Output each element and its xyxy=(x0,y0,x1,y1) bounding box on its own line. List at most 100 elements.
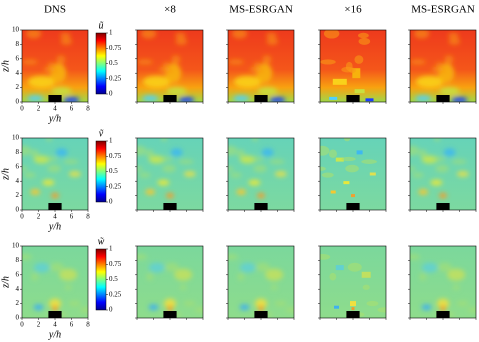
field-cell xyxy=(361,271,371,278)
x-tick-label: 6 xyxy=(70,105,74,113)
column-title: ×8 xyxy=(164,4,176,16)
field-structure xyxy=(415,95,432,102)
field-structure xyxy=(63,96,80,102)
colorbar-tick-label: 0.25 xyxy=(109,182,122,190)
field-structure xyxy=(439,192,447,199)
field-structure xyxy=(160,138,168,142)
z-axis-label: z/h xyxy=(0,276,11,289)
field-structure xyxy=(431,156,446,162)
field-structure xyxy=(51,192,59,199)
z-tick-label: 6 xyxy=(16,162,20,170)
colorbar-tick-label: 1 xyxy=(109,137,113,145)
field-structure xyxy=(320,166,326,171)
field-panel xyxy=(22,246,88,318)
z-tick-label: 6 xyxy=(16,270,20,278)
field-structure xyxy=(45,138,53,142)
field-structure xyxy=(274,171,287,177)
field-structure xyxy=(59,268,78,281)
field-structure xyxy=(56,55,66,64)
colorbar xyxy=(95,140,107,203)
field-structure xyxy=(162,164,176,173)
colorbar-title: ũ xyxy=(99,20,104,31)
field-structure xyxy=(328,149,337,158)
field-structure xyxy=(265,268,284,281)
field-cell xyxy=(369,172,376,176)
field-structure xyxy=(43,66,57,73)
field-panel xyxy=(320,138,386,210)
field-structure xyxy=(148,304,159,311)
colorbar-tick-label: 0.75 xyxy=(109,260,122,268)
field-structures xyxy=(320,30,374,102)
field-structure xyxy=(33,304,44,311)
field-structure xyxy=(443,148,456,157)
field-structure xyxy=(419,272,427,281)
field-structure xyxy=(178,96,195,102)
colorbar-tick-label: 0.25 xyxy=(109,290,122,298)
x-tick-label: 0 xyxy=(20,105,24,113)
field-structure xyxy=(31,272,39,281)
field-structure xyxy=(329,272,337,281)
x-tick-label: 8 xyxy=(86,105,90,113)
field-structure xyxy=(415,75,444,88)
z-tick-label: 8 xyxy=(16,40,20,48)
z-tick-label: 6 xyxy=(16,54,20,62)
field-panel xyxy=(320,246,386,318)
x-tick-label: 4 xyxy=(53,105,57,113)
field-structure xyxy=(447,32,459,39)
z-tick-label: 4 xyxy=(16,285,20,293)
field-structures xyxy=(137,30,195,102)
field-structure xyxy=(239,304,250,311)
field-structure xyxy=(164,262,179,272)
field-structure xyxy=(437,262,452,272)
field-structure xyxy=(248,179,261,186)
building xyxy=(163,203,177,210)
field-cell xyxy=(351,194,355,198)
field-structure xyxy=(249,66,263,73)
colorbar-tick-label: 0 xyxy=(109,90,113,98)
field-structure xyxy=(170,148,183,157)
z-tick-label: 2 xyxy=(16,299,20,307)
field-structure xyxy=(166,87,187,96)
colorbar xyxy=(95,248,107,311)
column-title: MS-ESRGAN xyxy=(229,4,293,16)
field-structure xyxy=(448,37,461,45)
z-tick-label: 10 xyxy=(12,134,20,142)
field-structure xyxy=(410,254,421,260)
field-structure xyxy=(142,75,171,88)
x-tick-label: 8 xyxy=(86,321,90,329)
field-structure xyxy=(444,55,454,64)
field-structure xyxy=(421,304,432,311)
building xyxy=(254,203,268,210)
z-tick-label: 10 xyxy=(12,242,20,250)
field-structure xyxy=(59,32,71,39)
field-structure xyxy=(345,164,359,173)
field-structure xyxy=(194,307,203,313)
colorbar-title: w̃ xyxy=(98,236,105,247)
column-title: MS-ESRGAN xyxy=(411,4,475,16)
field-structure xyxy=(323,30,340,39)
field-structure xyxy=(411,172,424,178)
field-structure xyxy=(33,262,50,273)
field-structure xyxy=(274,300,287,307)
field-structure xyxy=(433,138,441,142)
field-structure xyxy=(269,159,285,164)
field-structure xyxy=(158,66,172,73)
field-structure xyxy=(229,172,242,178)
field-panel xyxy=(137,246,203,318)
field-structure xyxy=(456,171,469,177)
field-structure xyxy=(255,298,267,309)
field-cell xyxy=(352,68,361,79)
field-cell xyxy=(356,150,363,155)
field-structure xyxy=(255,262,270,272)
x-tick-label: 2 xyxy=(37,213,41,221)
x-tick-label: 6 xyxy=(70,213,74,221)
field-cell xyxy=(335,157,344,162)
field-structure xyxy=(175,37,188,45)
field-cell xyxy=(334,305,339,309)
colorbar-title: ṽ xyxy=(99,128,104,139)
field-structure xyxy=(321,172,334,178)
z-tick-label: 4 xyxy=(16,69,20,77)
field-structure xyxy=(64,284,72,290)
colorbar-tick-label: 0.25 xyxy=(109,74,122,82)
